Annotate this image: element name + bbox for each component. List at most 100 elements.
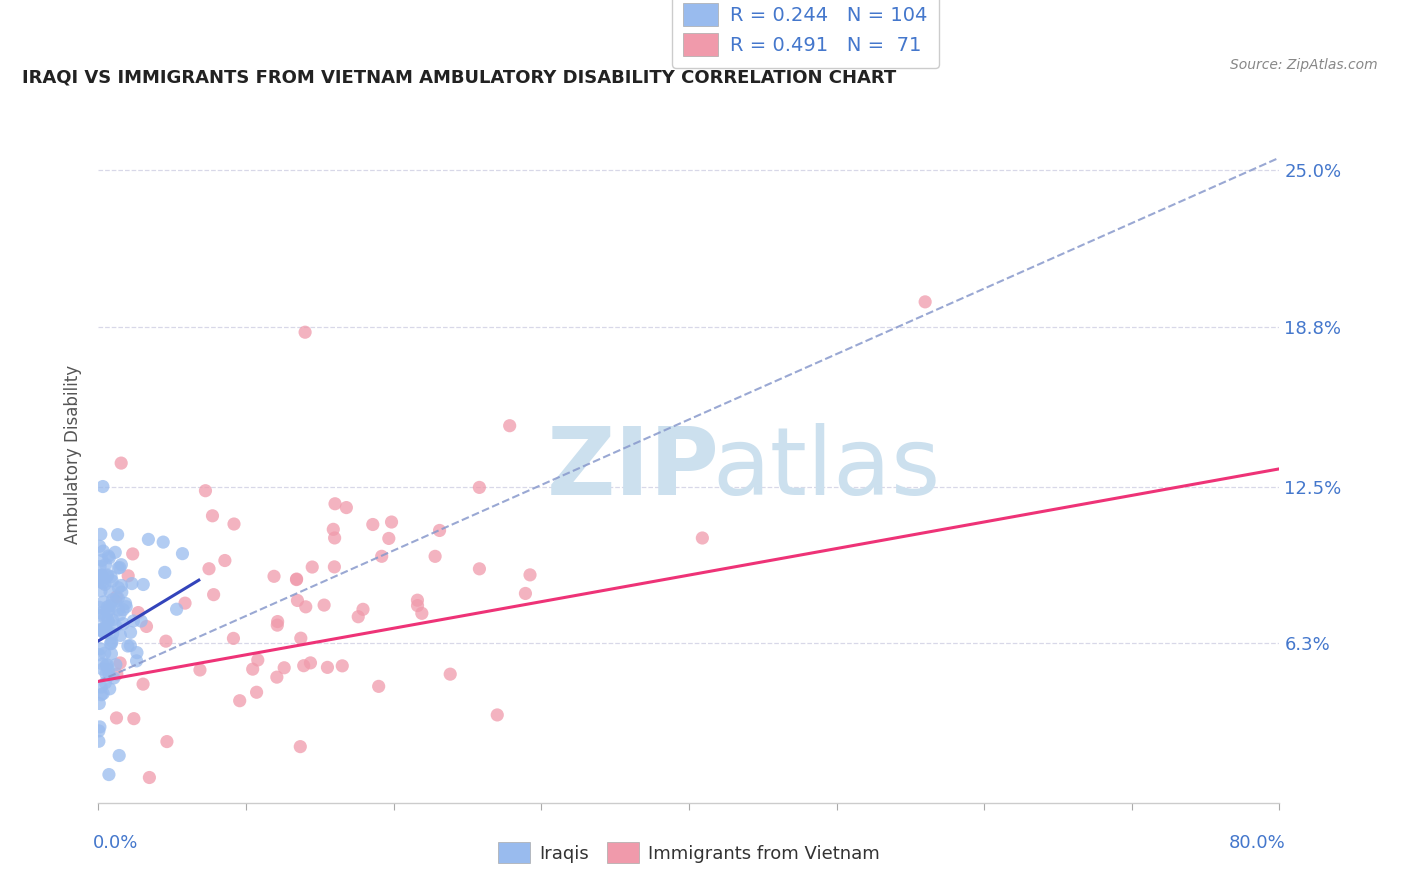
Point: [105, 711, 128, 725]
Point: [380, 515, 402, 529]
Point: [294, 325, 316, 339]
Point: [97, 767, 120, 781]
Point: [411, 607, 433, 621]
Point: [100, 570, 122, 584]
Point: [138, 771, 160, 785]
Point: [112, 616, 135, 631]
Point: [89, 559, 111, 574]
Point: [202, 588, 225, 602]
Point: [100, 647, 122, 661]
Point: [266, 618, 288, 632]
Point: [423, 549, 446, 564]
Legend: Iraqis, Immigrants from Vietnam: Iraqis, Immigrants from Vietnam: [491, 835, 887, 871]
Point: [89, 641, 111, 656]
Point: [519, 567, 541, 582]
Text: ZIP: ZIP: [547, 423, 720, 515]
Point: [323, 497, 346, 511]
Point: [125, 654, 148, 668]
Point: [429, 524, 451, 538]
Point: [94, 624, 117, 639]
Point: [153, 566, 176, 580]
Point: [299, 656, 322, 670]
Text: 80.0%: 80.0%: [1229, 834, 1285, 852]
Point: [98, 637, 121, 651]
Point: [120, 639, 142, 653]
Point: [87, 608, 110, 623]
Point: [125, 646, 148, 660]
Point: [110, 628, 132, 642]
Point: [290, 739, 312, 754]
Point: [322, 522, 344, 536]
Point: [117, 639, 139, 653]
Point: [97, 599, 120, 614]
Point: [107, 603, 129, 617]
Point: [107, 591, 129, 606]
Point: [228, 694, 250, 708]
Point: [107, 527, 129, 541]
Point: [97, 613, 120, 627]
Point: [156, 734, 179, 748]
Point: [166, 602, 188, 616]
Point: [135, 619, 157, 633]
Point: [93, 625, 115, 640]
Point: [105, 590, 128, 604]
Point: [91, 686, 114, 700]
Point: [89, 697, 111, 711]
Point: [468, 480, 491, 494]
Point: [314, 598, 336, 612]
Point: [96, 569, 118, 583]
Point: [294, 599, 316, 614]
Y-axis label: Ambulatory Disability: Ambulatory Disability: [65, 366, 83, 544]
Text: Source: ZipAtlas.com: Source: ZipAtlas.com: [1230, 58, 1378, 72]
Point: [515, 586, 537, 600]
Point: [89, 600, 111, 615]
Point: [90, 680, 112, 694]
Point: [245, 685, 267, 699]
Point: [90, 583, 112, 598]
Point: [378, 532, 401, 546]
Point: [93, 625, 115, 640]
Point: [129, 614, 152, 628]
Point: [87, 723, 110, 738]
Point: [91, 544, 114, 558]
Point: [370, 549, 392, 564]
Point: [110, 558, 132, 572]
Point: [94, 676, 117, 690]
Point: [110, 456, 132, 470]
Point: [96, 604, 118, 618]
Point: [132, 577, 155, 591]
Point: [104, 545, 127, 559]
Point: [266, 670, 288, 684]
Point: [273, 661, 295, 675]
Point: [101, 613, 124, 627]
Point: [104, 594, 127, 608]
Point: [287, 593, 309, 607]
Point: [101, 592, 124, 607]
Point: [96, 657, 118, 672]
Point: [94, 577, 117, 591]
Point: [93, 595, 115, 609]
Point: [94, 620, 117, 634]
Point: [89, 571, 111, 585]
Point: [468, 562, 491, 576]
Point: [90, 623, 112, 637]
Point: [285, 573, 308, 587]
Point: [214, 553, 236, 567]
Point: [90, 568, 112, 582]
Point: [87, 648, 110, 662]
Point: [91, 624, 114, 638]
Point: [222, 516, 245, 531]
Point: [499, 418, 522, 433]
Point: [172, 547, 194, 561]
Point: [121, 547, 143, 561]
Point: [105, 667, 128, 681]
Point: [108, 560, 131, 574]
Point: [101, 627, 124, 641]
Point: [98, 585, 121, 599]
Point: [90, 688, 112, 702]
Point: [98, 681, 121, 696]
Point: [194, 483, 217, 498]
Point: [108, 607, 131, 622]
Point: [100, 636, 122, 650]
Point: [90, 575, 112, 590]
